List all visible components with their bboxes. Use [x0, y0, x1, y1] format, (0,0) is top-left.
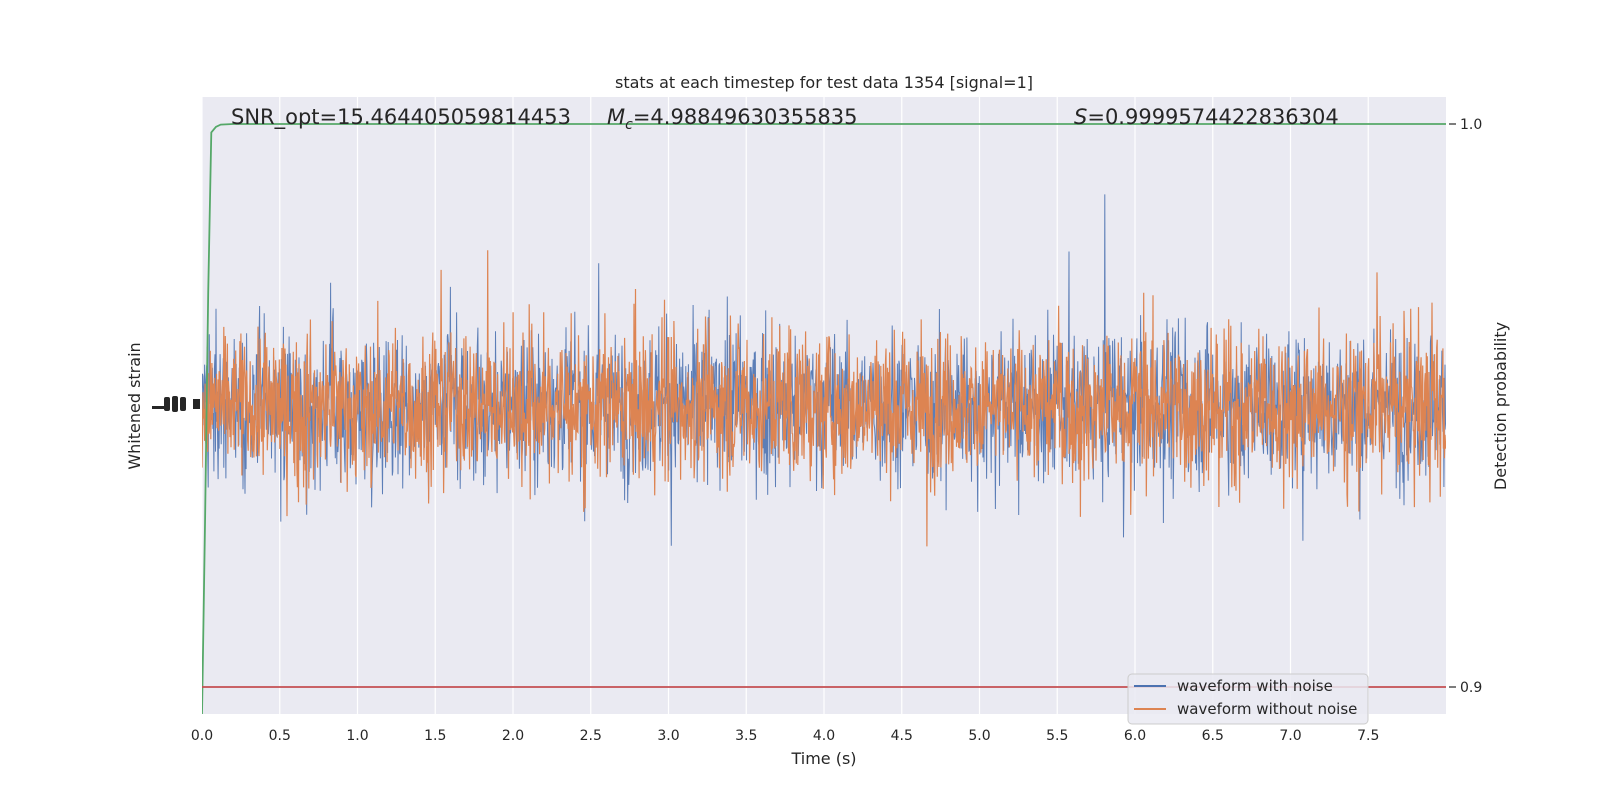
x-tick-label: 3.5 — [735, 728, 757, 744]
x-ticks: 0.0 0.5 1.0 1.5 2.0 2.5 3.0 3.5 4.0 4.5 5.0 5.5 6.0 6… — [191, 728, 1380, 744]
x-tick-label: 4.0 — [813, 728, 835, 744]
series-waveform-without-noise — [202, 250, 1446, 547]
x-tick-label: 2.5 — [580, 728, 602, 744]
strain-series — [202, 194, 1446, 547]
right-ticks: 0.9 1.0 — [1449, 117, 1482, 696]
series-detection-probability — [202, 123, 1446, 714]
legend-label-with-noise: waveform with noise — [1177, 677, 1333, 695]
x-tick-label: 3.0 — [657, 728, 679, 744]
right-y-axis-label: Detection probability — [1491, 322, 1510, 490]
legend: waveform with noise waveform without noi… — [1127, 673, 1369, 725]
x-tick-label: 6.0 — [1124, 728, 1146, 744]
x-tick-label: 0.5 — [269, 728, 291, 744]
x-tick-label: 7.0 — [1279, 728, 1301, 744]
chirp-mass-symbol: M — [607, 105, 625, 129]
x-tick-label: 4.5 — [891, 728, 913, 744]
snr-annotation: SNR_opt=15.464405059814453 — [231, 105, 571, 130]
x-tick-label: 5.5 — [1046, 728, 1068, 744]
s-value: =0.9999574422836304 — [1087, 105, 1338, 129]
x-tick-label: 2.0 — [502, 728, 524, 744]
chart-title: stats at each timestep for test data 135… — [615, 73, 1033, 92]
legend-label-without-noise: waveform without noise — [1177, 700, 1357, 718]
x-axis-label: Time (s) — [790, 749, 856, 768]
legend-box — [1127, 673, 1369, 725]
s-annotation: S=0.9999574422836304 — [1074, 105, 1339, 129]
right-tick-label: 1.0 — [1460, 117, 1482, 133]
x-tick-label: 1.5 — [424, 728, 446, 744]
s-symbol: S — [1074, 105, 1087, 129]
x-tick-label: 7.5 — [1357, 728, 1379, 744]
x-tick-label: 1.0 — [346, 728, 368, 744]
chirp-mass-annotation: Mc=4.98849630355835 — [607, 105, 858, 133]
chirp-mass-subscript: c — [625, 117, 633, 133]
x-tick-label: 6.5 — [1202, 728, 1224, 744]
left-tick-cluster — [152, 396, 200, 412]
right-tick-label: 0.9 — [1460, 680, 1482, 696]
x-tick-label: 0.0 — [191, 728, 213, 744]
left-y-axis-label: Whitened strain — [125, 342, 144, 469]
chirp-mass-value: =4.98849630355835 — [633, 105, 858, 129]
x-tick-label: 5.0 — [968, 728, 990, 744]
